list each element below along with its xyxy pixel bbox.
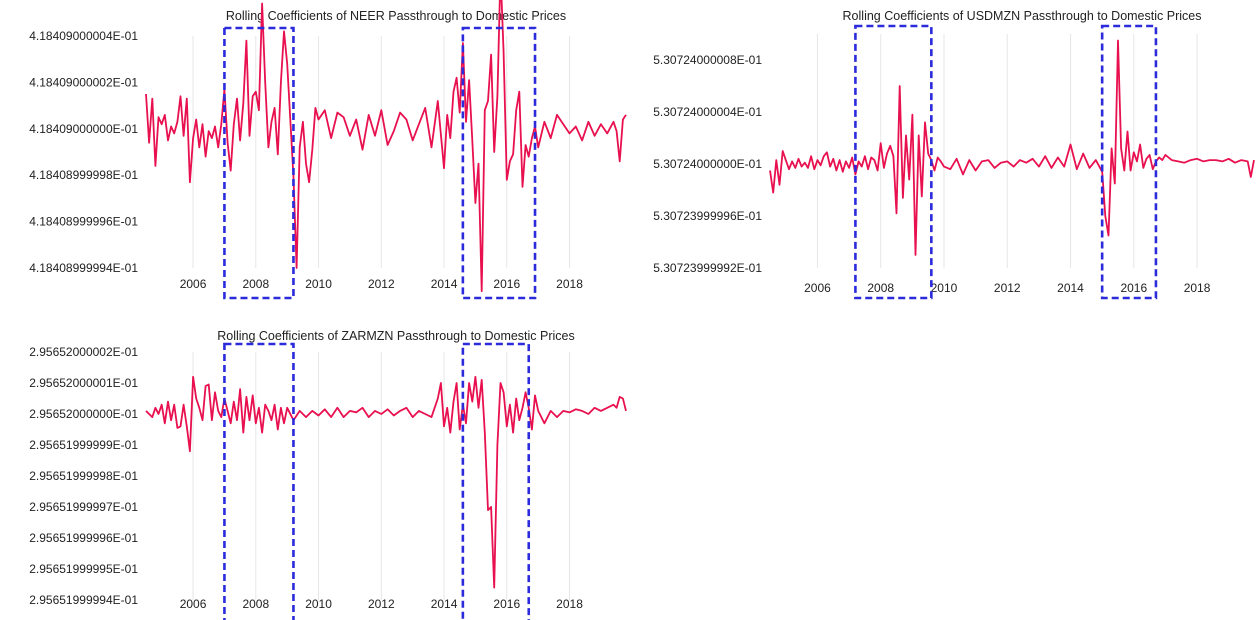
usdmzn-series-line bbox=[769, 39, 1255, 256]
y-tick-label: 2.95652000000E-01 bbox=[29, 407, 138, 421]
x-tick-label: 2010 bbox=[305, 597, 332, 611]
x-tick-label: 2018 bbox=[556, 277, 583, 291]
x-tick-label: 2010 bbox=[931, 281, 958, 295]
y-tick-label: 4.18409000002E-01 bbox=[29, 75, 138, 89]
x-tick-label: 2012 bbox=[368, 277, 395, 291]
highlight-box bbox=[223, 342, 295, 620]
x-tick-label: 2010 bbox=[305, 277, 332, 291]
y-tick-label: 5.30724000004E-01 bbox=[653, 105, 762, 119]
x-tick-label: 2012 bbox=[994, 281, 1021, 295]
x-tick-label: 2008 bbox=[867, 281, 894, 295]
highlight-box bbox=[461, 26, 537, 300]
y-tick-label: 5.30724000000E-01 bbox=[653, 157, 762, 171]
x-tick-label: 2014 bbox=[431, 277, 458, 291]
x-tick-label: 2014 bbox=[1057, 281, 1084, 295]
y-tick-label: 4.18409000004E-01 bbox=[29, 29, 138, 43]
neer-chart-panel: Rolling Coefficients of NEER Passthrough… bbox=[0, 0, 630, 302]
y-tick-label: 5.30723999992E-01 bbox=[653, 261, 762, 275]
usdmzn-chart-title: Rolling Coefficients of USDMZN Passthrou… bbox=[843, 9, 1202, 23]
neer-series-line bbox=[145, 0, 627, 293]
x-tick-label: 2016 bbox=[493, 277, 520, 291]
highlight-box bbox=[854, 24, 933, 300]
y-tick-label: 4.18408999998E-01 bbox=[29, 168, 138, 182]
y-tick-label: 5.30723999996E-01 bbox=[653, 209, 762, 223]
zarmzn-chart-title: Rolling Coefficients of ZARMZN Passthrou… bbox=[217, 329, 575, 343]
highlight-box bbox=[1100, 24, 1158, 300]
x-tick-label: 2006 bbox=[180, 597, 207, 611]
x-tick-label: 2016 bbox=[493, 597, 520, 611]
x-tick-label: 2018 bbox=[556, 597, 583, 611]
x-tick-label: 2006 bbox=[180, 277, 207, 291]
x-tick-label: 2012 bbox=[368, 597, 395, 611]
zarmzn-chart-panel: Rolling Coefficients of ZARMZN Passthrou… bbox=[0, 322, 630, 620]
zarmzn-series-line bbox=[145, 375, 627, 589]
x-tick-label: 2006 bbox=[804, 281, 831, 295]
y-tick-label: 2.95651999996E-01 bbox=[29, 531, 138, 545]
y-tick-label: 4.18409000000E-01 bbox=[29, 122, 138, 136]
y-tick-label: 2.95651999998E-01 bbox=[29, 469, 138, 483]
y-tick-label: 4.18408999996E-01 bbox=[29, 215, 138, 229]
neer-chart: Rolling Coefficients of NEER Passthrough… bbox=[29, 0, 627, 300]
x-tick-label: 2018 bbox=[1184, 281, 1211, 295]
y-tick-label: 2.95652000001E-01 bbox=[29, 376, 138, 390]
y-tick-label: 2.95651999997E-01 bbox=[29, 500, 138, 514]
y-tick-label: 2.95651999994E-01 bbox=[29, 593, 138, 607]
x-tick-label: 2014 bbox=[431, 597, 458, 611]
y-tick-label: 2.95651999999E-01 bbox=[29, 438, 138, 452]
y-tick-label: 4.18408999994E-01 bbox=[29, 261, 138, 275]
x-tick-label: 2008 bbox=[242, 597, 269, 611]
neer-chart-title: Rolling Coefficients of NEER Passthrough… bbox=[226, 9, 566, 23]
x-tick-label: 2008 bbox=[242, 277, 269, 291]
highlight-box bbox=[223, 26, 295, 300]
y-tick-label: 5.30724000008E-01 bbox=[653, 53, 762, 67]
y-tick-label: 2.95651999995E-01 bbox=[29, 562, 138, 576]
y-tick-label: 2.95652000002E-01 bbox=[29, 345, 138, 359]
usdmzn-chart-panel: Rolling Coefficients of USDMZN Passthrou… bbox=[628, 6, 1258, 306]
zarmzn-chart: Rolling Coefficients of ZARMZN Passthrou… bbox=[29, 329, 627, 620]
x-tick-label: 2016 bbox=[1120, 281, 1147, 295]
usdmzn-chart: Rolling Coefficients of USDMZN Passthrou… bbox=[653, 9, 1255, 300]
